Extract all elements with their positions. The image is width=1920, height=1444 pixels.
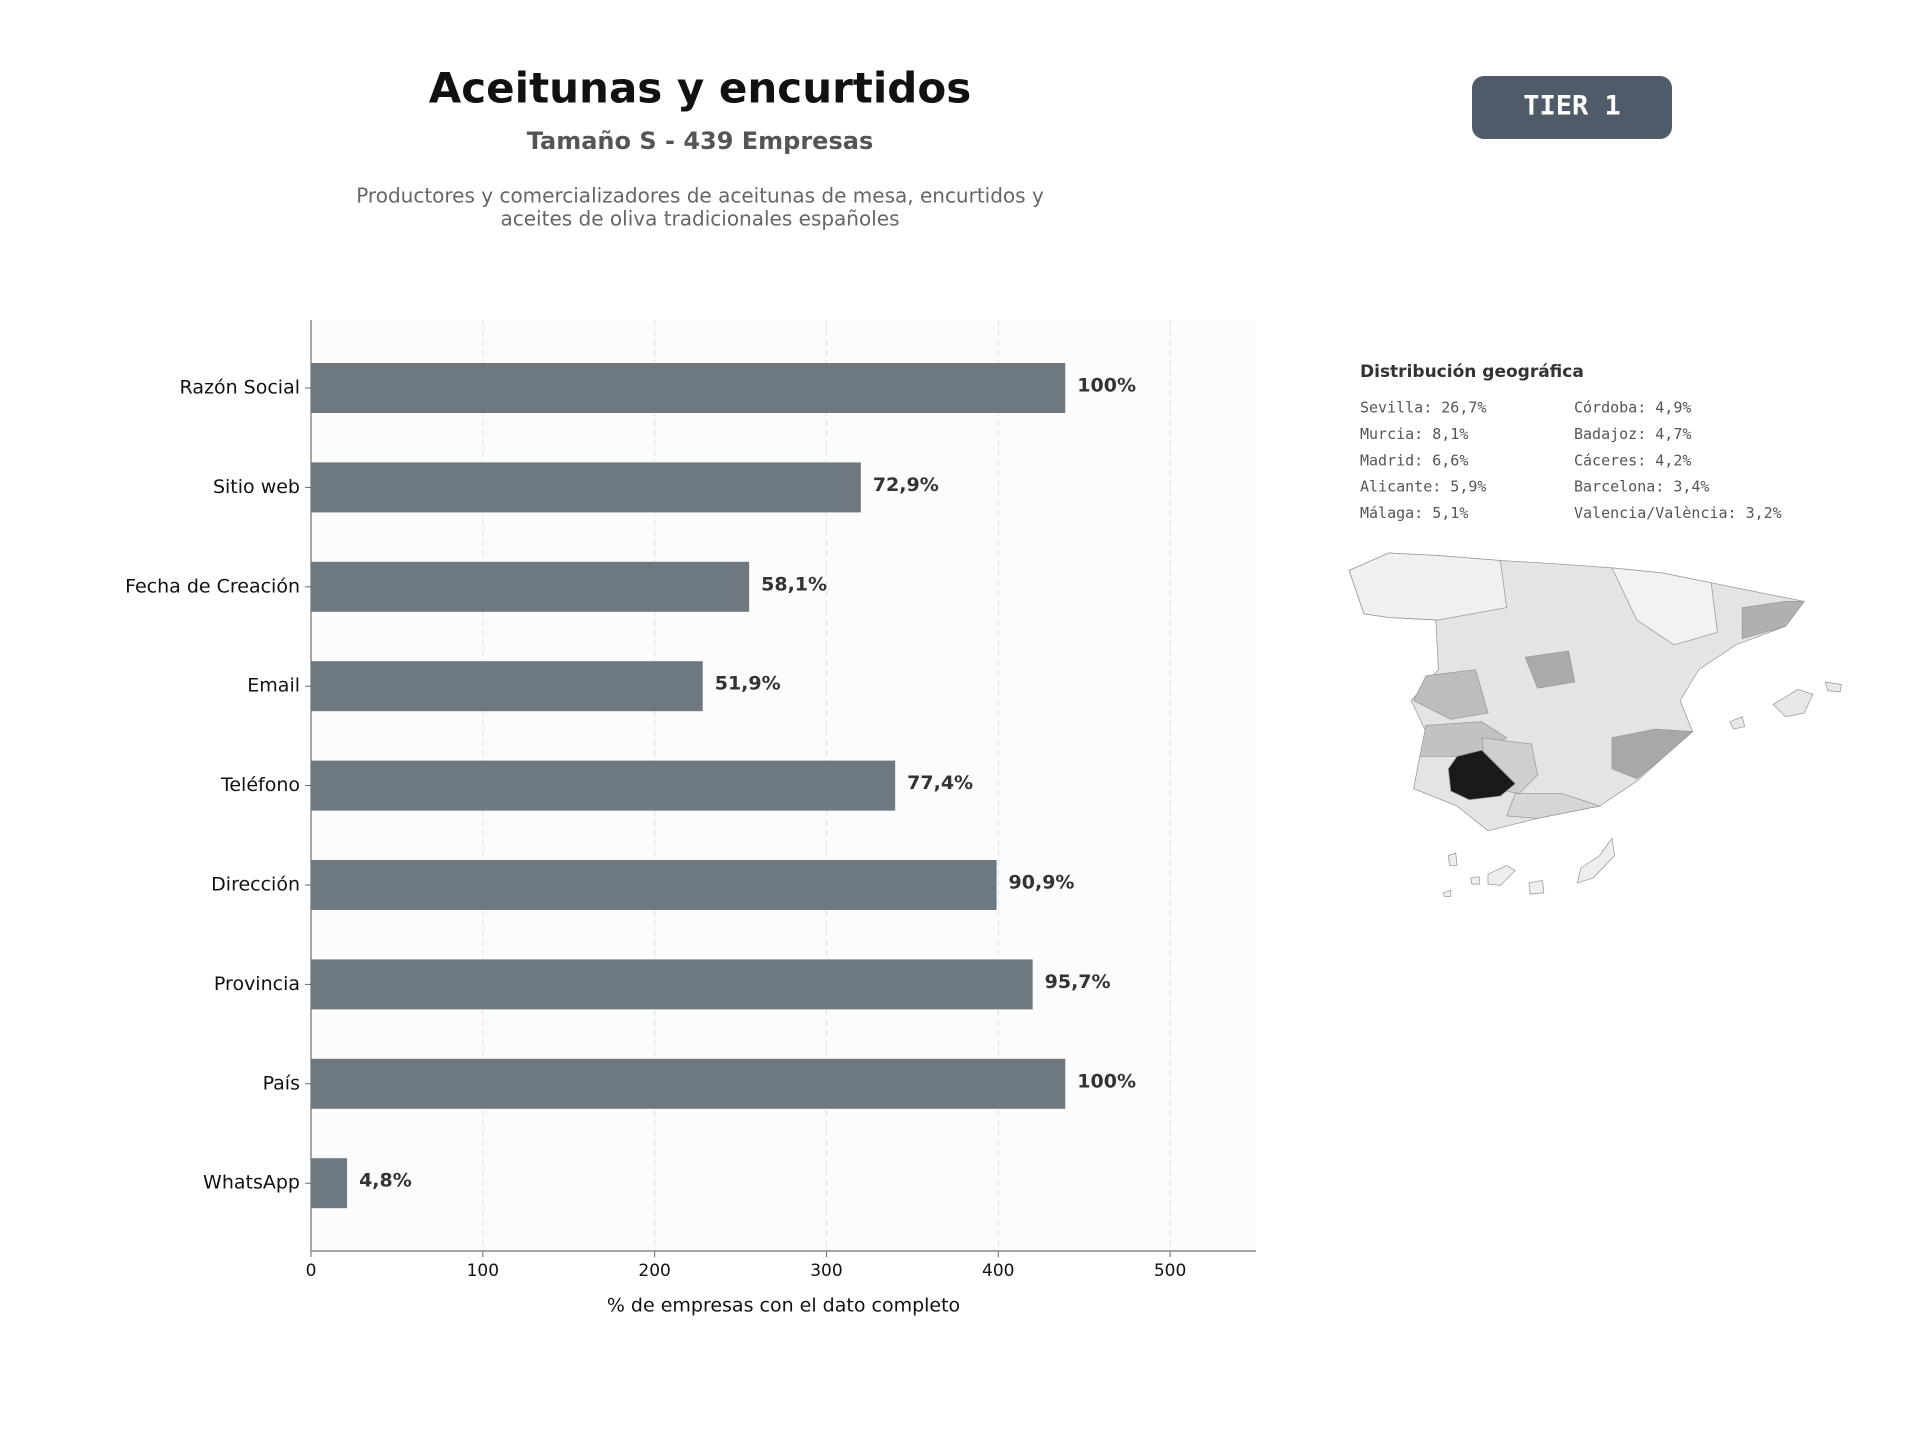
geo-item: Málaga: 5,1% [1360, 504, 1468, 522]
value-label: 100% [1077, 375, 1136, 397]
bar [311, 561, 750, 612]
x-tick-label: 300 [810, 1261, 842, 1281]
tier-badge [1472, 76, 1672, 139]
geo-item: Barcelona: 3,4% [1574, 478, 1709, 496]
bar [311, 1058, 1066, 1109]
y-tick-label: Razón Social [180, 377, 300, 399]
tier-label: TIER 1 [1523, 91, 1621, 122]
y-tick-label: Email [247, 675, 300, 697]
x-tick-label: 0 [306, 1261, 317, 1281]
geo-item: Badajoz: 4,7% [1574, 425, 1691, 443]
geo-item: Murcia: 8,1% [1360, 425, 1468, 443]
y-tick-label: Fecha de Creación [125, 575, 300, 597]
y-tick-label: WhatsApp [203, 1172, 300, 1194]
bar [311, 760, 896, 811]
geo-item: Cáceres: 4,2% [1574, 451, 1691, 469]
x-tick-label: 500 [1154, 1261, 1186, 1281]
value-label: 77,4% [907, 772, 973, 794]
geo-item: Valencia/València: 3,2% [1574, 504, 1782, 522]
bar [311, 462, 861, 513]
x-axis-label: % de empresas con el dato completo [607, 1295, 960, 1317]
value-label: 100% [1077, 1070, 1136, 1092]
bar [311, 363, 1066, 413]
geo-title: Distribución geográfica [1360, 362, 1584, 382]
title: Aceitunas y encurtidos [429, 64, 971, 113]
subtitle: Tamaño S - 439 Empresas [527, 127, 873, 155]
bar [311, 661, 703, 712]
x-tick-label: 200 [638, 1261, 670, 1281]
value-label: 90,9% [1009, 872, 1075, 894]
description: aceites de oliva tradicionales españoles [501, 207, 900, 231]
value-label: 4,8% [359, 1170, 412, 1192]
description: Productores y comercializadores de aceit… [356, 184, 1044, 208]
geo-item: Sevilla: 26,7% [1360, 399, 1486, 417]
y-tick-label: Sitio web [213, 476, 300, 498]
geo-item: Madrid: 6,6% [1360, 451, 1468, 469]
y-tick-label: País [263, 1072, 300, 1094]
value-label: 51,9% [715, 673, 781, 695]
x-tick-label: 100 [467, 1261, 499, 1281]
y-tick-label: Dirección [211, 874, 300, 896]
value-label: 72,9% [873, 474, 939, 496]
spain-map [1348, 552, 1842, 897]
value-label: 95,7% [1045, 971, 1111, 993]
value-label: 58,1% [761, 573, 827, 595]
geo-item: Alicante: 5,9% [1360, 478, 1486, 496]
bar [311, 959, 1033, 1010]
geo-item: Córdoba: 4,9% [1574, 399, 1691, 417]
x-tick-label: 400 [982, 1261, 1014, 1281]
y-tick-label: Teléfono [220, 774, 300, 796]
bar [311, 860, 997, 910]
y-tick-label: Provincia [214, 973, 300, 995]
bar [311, 1158, 348, 1209]
